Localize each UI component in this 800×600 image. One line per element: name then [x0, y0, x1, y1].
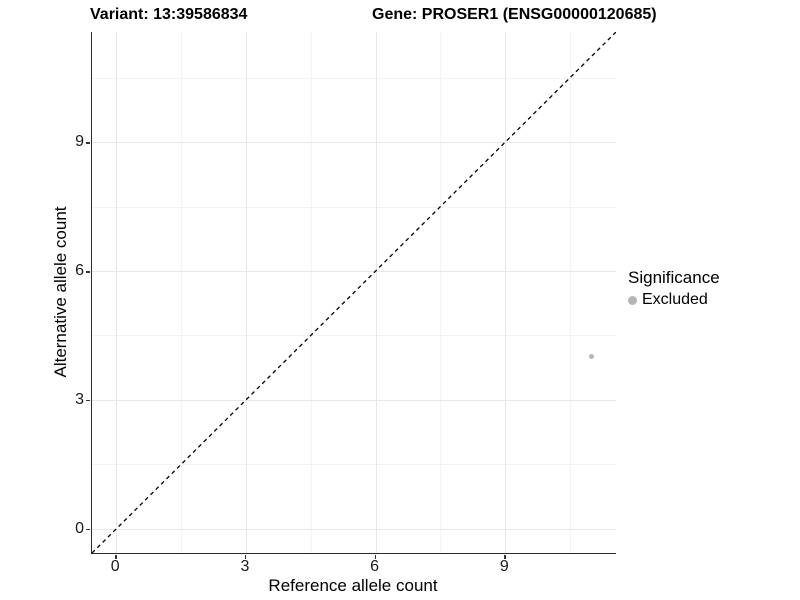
y-axis-title: Alternative allele count	[51, 206, 70, 378]
y-tick-label: 6	[75, 262, 84, 279]
y-tick-label: 9	[75, 133, 84, 151]
x-axis-title: Reference allele count	[268, 576, 438, 595]
excluded-point-icon	[628, 295, 637, 305]
x-tick-label: 0	[110, 558, 120, 575]
y-tick-label: 3	[75, 390, 84, 408]
identity-line	[92, 32, 616, 553]
x-tick-mark	[374, 554, 377, 559]
variant-title: Variant: 13:39586834	[90, 6, 248, 23]
y-tick-mark	[86, 399, 90, 402]
y-tick-label: 0	[75, 519, 84, 537]
y-tick-mark	[86, 142, 90, 144]
y-tick-mark	[86, 528, 90, 531]
x-tick-label: 9	[499, 558, 509, 575]
data-point	[589, 354, 595, 360]
legend-entry-excluded: Excluded	[628, 291, 720, 309]
x-tick-mark	[504, 554, 506, 559]
x-tick-label: 6	[370, 558, 380, 575]
y-tick-mark	[86, 271, 90, 273]
x-tick-mark	[115, 554, 117, 559]
x-tick-mark	[244, 554, 247, 559]
x-tick-label: 3	[240, 558, 250, 575]
plot-panel	[91, 32, 616, 554]
legend-title: Significance	[628, 268, 720, 287]
legend: Significance Excluded	[628, 268, 720, 309]
gene-title: Gene: PROSER1 (ENSG00000120685)	[372, 6, 657, 23]
legend-entry-label: Excluded	[642, 291, 708, 308]
